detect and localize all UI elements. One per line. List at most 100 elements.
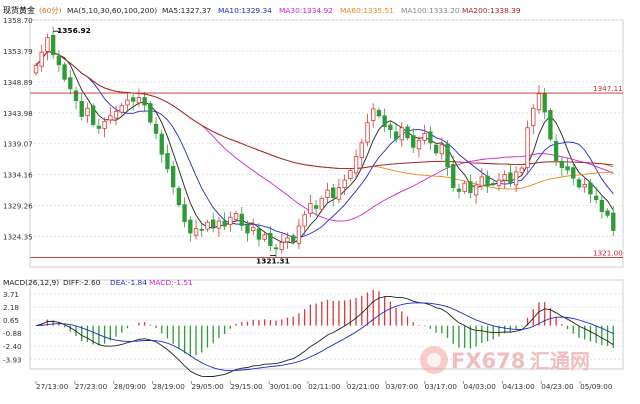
low-label: 1321.31 (256, 257, 290, 266)
candle-body (365, 122, 370, 143)
x-tick-label: 04/13:00 (502, 382, 535, 391)
candle-body (519, 167, 525, 174)
x-tick-label: 03/07:00 (386, 382, 419, 391)
candle-body (559, 160, 565, 168)
candle-body (211, 219, 216, 228)
candle-body (228, 216, 233, 225)
candle-body (376, 109, 382, 117)
y-tick-label: 1343.98 (3, 109, 33, 118)
candle-body (302, 214, 307, 227)
candle-body (513, 171, 519, 186)
x-tick-label: 04/23:00 (541, 382, 574, 391)
macd-params: MACD(26,12,9) (3, 278, 59, 287)
symbol-title: 现货黄金 (3, 5, 35, 15)
macd-diff-line (35, 295, 614, 377)
ref-label-top: 1347.11 (593, 84, 623, 93)
candle-body (153, 123, 159, 134)
y-tick-label: 1334.16 (3, 171, 33, 180)
candle-body (599, 199, 605, 212)
macd-y-tick-label: -2.40 (3, 342, 22, 351)
candle-body (159, 133, 164, 155)
candle-body (582, 184, 587, 188)
candle-body (33, 64, 39, 74)
x-tick-label: 30/01:00 (269, 382, 302, 391)
candle-body (79, 101, 84, 117)
candle-body (485, 175, 490, 187)
macd-y-tick-label: 3.71 (3, 290, 19, 299)
candle-body (119, 105, 124, 113)
candle-body (439, 144, 444, 155)
y-tick-label: 1353.79 (3, 47, 33, 56)
candle-body (593, 195, 599, 200)
macd-diff-value: DIFF:-2.60 (63, 278, 101, 287)
candle-body (199, 228, 204, 231)
candle-body (371, 108, 376, 121)
y-tick-label: 1324.35 (3, 232, 33, 241)
candle-body (233, 213, 239, 220)
candle-body (222, 220, 227, 227)
macd-dea-line (35, 302, 614, 372)
candle-body (188, 219, 193, 234)
candle-body (319, 197, 324, 210)
candle-body (382, 115, 387, 127)
candle-body (308, 202, 313, 214)
candle-body (422, 133, 427, 141)
ma-legend-item: MA5:1327.37 (162, 6, 211, 15)
candle-body (611, 212, 616, 231)
candle-body (285, 237, 290, 243)
candle-body (216, 220, 222, 229)
candle-body (462, 182, 467, 192)
candle-body (102, 121, 107, 129)
candle-body (39, 51, 44, 67)
candle-body (473, 184, 479, 196)
candle-body (85, 107, 90, 117)
macd-dea-value: DEA:-1.84 (110, 278, 147, 287)
candle-body (171, 166, 176, 188)
candle-body (113, 110, 119, 119)
candle-body (73, 90, 79, 102)
candle-body (548, 110, 553, 140)
x-tick-label: 28/19:00 (153, 382, 186, 391)
candle-body (605, 210, 610, 216)
watermark-cn: 汇通网 (530, 349, 590, 373)
y-tick-label: 1348.89 (3, 78, 33, 87)
candle-body (393, 131, 399, 140)
ref-label-bottom: 1321.00 (593, 249, 623, 258)
candle-body (468, 181, 473, 194)
candle-body (245, 224, 250, 234)
candle-body (90, 105, 96, 125)
x-tick-label: 02/21:00 (347, 382, 380, 391)
period-label: (60分) (39, 6, 62, 15)
y-tick-label: 1329.26 (3, 202, 33, 211)
candle-body (451, 164, 456, 189)
candle-body (359, 142, 364, 158)
candle-body (313, 205, 319, 209)
candle-body (325, 189, 330, 198)
candle-body (279, 242, 284, 250)
candle-body (428, 131, 433, 144)
x-tick-label: 28/09:00 (114, 382, 147, 391)
x-tick-label: 04/03:00 (464, 382, 497, 391)
candle-body (45, 37, 50, 52)
candle-body (251, 226, 256, 232)
x-tick-label: 27/23:00 (75, 382, 108, 391)
candle-body (165, 153, 170, 170)
candle-body (388, 124, 393, 131)
x-tick-label: 03/17:00 (425, 382, 458, 391)
ma-legend-item: MA200:1338.39 (462, 6, 521, 15)
candle-body (502, 173, 507, 181)
macd-y-tick-label: 0.65 (3, 316, 19, 325)
fx678-watermark: FX678 汇通网 (420, 346, 590, 374)
watermark-brand: FX678 (451, 349, 525, 373)
candle-body (96, 125, 102, 129)
macd-plot-frame (29, 279, 624, 370)
candle-body (525, 127, 530, 168)
candle-body (416, 139, 422, 150)
x-tick-label: 27/13:00 (36, 382, 69, 391)
x-tick-label: 02/11:00 (308, 382, 341, 391)
candle-body (205, 221, 210, 230)
x-tick-label: 05/09:00 (580, 382, 613, 391)
candle-body (571, 167, 576, 179)
candle-body (531, 107, 536, 126)
candle-body (130, 97, 136, 102)
